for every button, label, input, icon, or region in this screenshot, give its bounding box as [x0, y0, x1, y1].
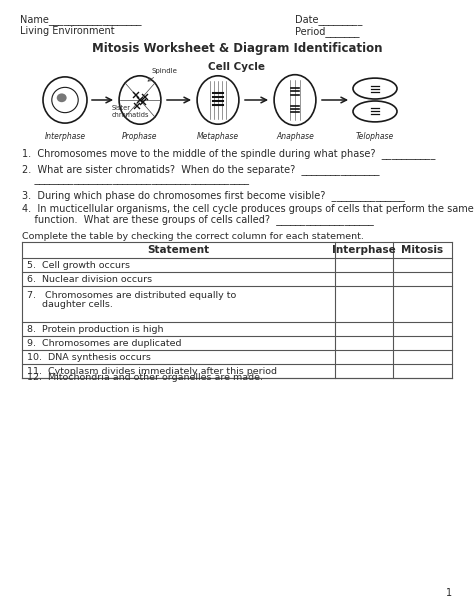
Text: Statement: Statement — [147, 245, 210, 255]
Text: function.  What are these groups of cells called?  ____________________: function. What are these groups of cells… — [22, 214, 374, 225]
Text: 2.  What are sister chromatids?  When do the separate?  ________________: 2. What are sister chromatids? When do t… — [22, 164, 380, 175]
Text: 6.  Nuclear division occurs: 6. Nuclear division occurs — [27, 275, 152, 283]
Text: Cell Cycle: Cell Cycle — [209, 62, 265, 72]
Text: Name___________________: Name___________________ — [20, 14, 142, 25]
Text: 11.  Cytoplasm divides immediately after this period: 11. Cytoplasm divides immediately after … — [27, 367, 277, 376]
Text: 8.  Protein production is high: 8. Protein production is high — [27, 324, 164, 333]
Text: Period_______: Period_______ — [295, 26, 359, 37]
Text: Mitosis: Mitosis — [401, 245, 444, 255]
Text: 9.  Chromosomes are duplicated: 9. Chromosomes are duplicated — [27, 338, 182, 348]
Text: 5.  Cell growth occurs: 5. Cell growth occurs — [27, 261, 130, 270]
Text: 12.  Mitochondria and other organelles are made.: 12. Mitochondria and other organelles ar… — [27, 373, 263, 383]
Text: Date_________: Date_________ — [295, 14, 363, 25]
Text: 3.  During which phase do chromosomes first become visible?  _______________: 3. During which phase do chromosomes fir… — [22, 190, 405, 201]
Text: ____________________________________________: ________________________________________… — [22, 174, 249, 184]
Text: Anaphase: Anaphase — [276, 132, 314, 141]
Text: Telophase: Telophase — [356, 132, 394, 141]
Text: 1.  Chromosomes move to the middle of the spindle during what phase?  __________: 1. Chromosomes move to the middle of the… — [22, 148, 436, 159]
Text: Living Environment: Living Environment — [20, 26, 115, 36]
Text: 7.   Chromosomes are distributed equally to: 7. Chromosomes are distributed equally t… — [27, 291, 236, 300]
Text: daughter cells.: daughter cells. — [27, 300, 113, 309]
Text: Complete the table by checking the correct column for each statement.: Complete the table by checking the corre… — [22, 232, 364, 241]
Text: 4.  In mucticellular organisms, the cell cycle produces groups of cells that per: 4. In mucticellular organisms, the cell … — [22, 204, 474, 214]
Text: Mitosis Worksheet & Diagram Identification: Mitosis Worksheet & Diagram Identificati… — [92, 42, 382, 55]
Text: Sister
chromatids: Sister chromatids — [112, 105, 149, 118]
Text: 1: 1 — [446, 588, 452, 598]
Ellipse shape — [57, 93, 67, 102]
Text: Metaphase: Metaphase — [197, 132, 239, 141]
Text: Prophase: Prophase — [122, 132, 158, 141]
Text: Spindle: Spindle — [152, 68, 178, 74]
Text: Interphase: Interphase — [332, 245, 396, 255]
Text: Interphase: Interphase — [45, 132, 86, 141]
Text: 10.  DNA synthesis occurs: 10. DNA synthesis occurs — [27, 352, 151, 362]
